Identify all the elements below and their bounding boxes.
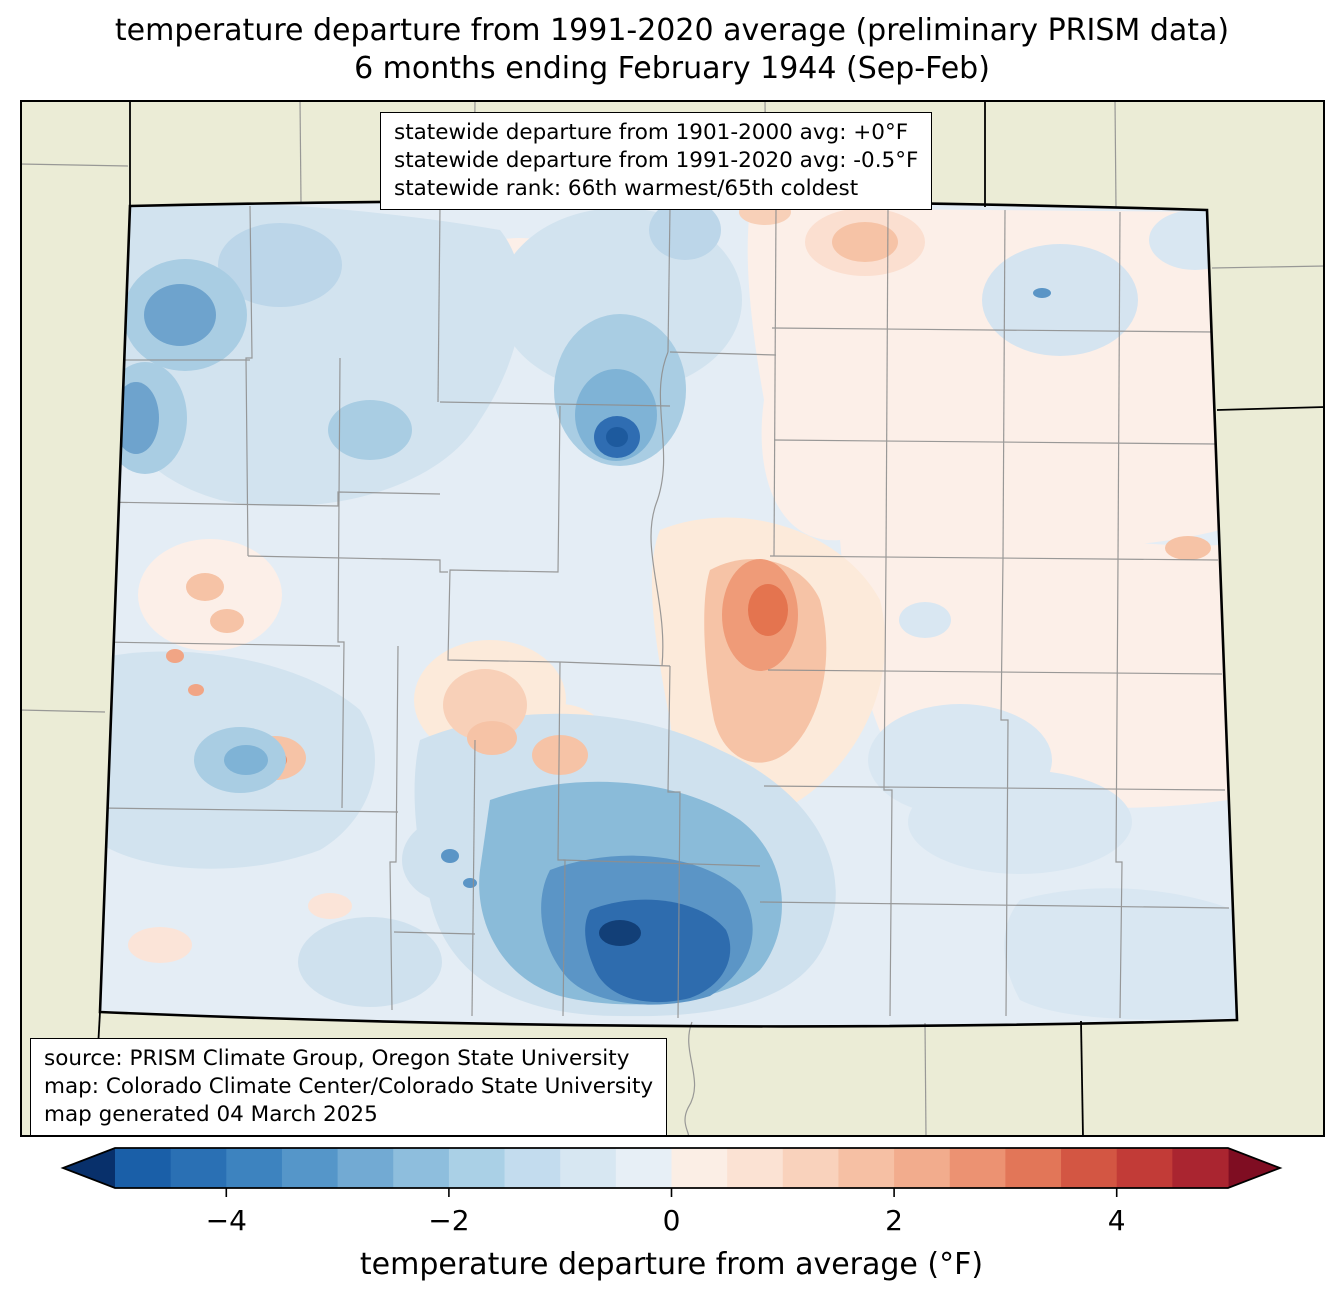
- colorbar-segment: [727, 1148, 784, 1188]
- credits-line-3: map generated 04 March 2025: [44, 1102, 378, 1127]
- colorbar-segment: [337, 1148, 394, 1188]
- map-title-line2: 6 months ending February 1944 (Sep-Feb): [354, 51, 990, 86]
- colorbar-segment: [615, 1148, 673, 1188]
- colorbar-segment: [949, 1148, 1006, 1188]
- colorbar-segment: [894, 1148, 951, 1188]
- colorbar-tick-label-neg4: −4: [206, 1204, 247, 1237]
- county-lines: [99, 205, 1230, 1019]
- map-title-line1: temperature departure from 1991-2020 ave…: [114, 13, 1230, 48]
- contour-fills: [80, 199, 1241, 1020]
- colorbar-segment: [504, 1148, 561, 1188]
- colorbar-axis-label: temperature departure from average (°F): [360, 1247, 983, 1282]
- credits-line-1: source: PRISM Climate Group, Oregon Stat…: [44, 1046, 630, 1071]
- colorbar-segment: [170, 1148, 227, 1188]
- colorbar-segment: [1061, 1148, 1118, 1188]
- colorbar-svg: −4 −2 0 2 4 temperature departure from a…: [60, 1147, 1283, 1282]
- colorbar-segment: [838, 1148, 895, 1188]
- colorbar-segment: [782, 1148, 840, 1188]
- colorbar-segment: [393, 1148, 450, 1188]
- colorbar-segment: [115, 1148, 172, 1188]
- colorbar-segment: [560, 1148, 617, 1188]
- colorbar-segment: [281, 1148, 339, 1188]
- colorbar-right-arrow: [1228, 1148, 1280, 1188]
- outside-state-mask: [20, 100, 1325, 1137]
- map-area: [19, 99, 1326, 1138]
- stats-line-3: statewide rank: 66th warmest/65th coldes…: [394, 176, 859, 201]
- colorbar: −4 −2 0 2 4 temperature departure from a…: [0, 1138, 1344, 1299]
- credits-line-2: map: Colorado Climate Center/Colorado St…: [44, 1074, 654, 1099]
- statewide-stats-box: statewide departure from 1901-2000 avg: …: [380, 112, 933, 210]
- stats-line-2: statewide departure from 1991-2020 avg: …: [394, 148, 919, 173]
- colorbar-tick-label-0: 0: [663, 1204, 681, 1237]
- colorbar-segment: [1005, 1148, 1062, 1188]
- credits-box: source: PRISM Climate Group, Oregon Stat…: [30, 1038, 668, 1136]
- colorbar-segment: [226, 1148, 283, 1188]
- colorbar-ticks: [225, 1188, 1118, 1197]
- colorbar-segment: [448, 1148, 506, 1188]
- colorbar-segments: [115, 1148, 1229, 1188]
- colorbar-segment: [671, 1148, 728, 1188]
- colorbar-outline: [60, 1147, 1283, 1189]
- colorbar-tick-label-2: 2: [885, 1204, 903, 1237]
- colorado-anomaly-map: [19, 99, 1326, 1138]
- colorbar-left-arrow: [63, 1148, 115, 1188]
- colorbar-tick-label-4: 4: [1108, 1204, 1126, 1237]
- stats-line-1: statewide departure from 1901-2000 avg: …: [394, 120, 909, 145]
- colorbar-tick-label-neg2: −2: [428, 1204, 469, 1237]
- colorbar-segment: [1172, 1148, 1229, 1188]
- colorbar-segment: [1116, 1148, 1173, 1188]
- map-title: temperature departure from 1991-2020 ave…: [0, 12, 1344, 88]
- map-frame: [20, 100, 1325, 1137]
